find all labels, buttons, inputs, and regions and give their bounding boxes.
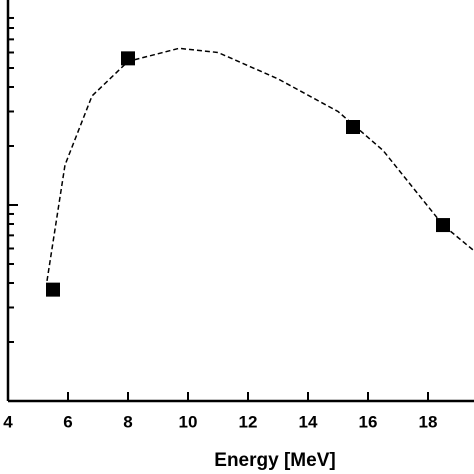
x-tick-label: 18 xyxy=(419,412,438,431)
data-point xyxy=(346,120,360,135)
x-tick-label: 8 xyxy=(123,412,132,431)
data-point xyxy=(46,282,60,297)
x-tick-label: 14 xyxy=(299,412,318,431)
x-tick-label: 6 xyxy=(63,412,72,431)
x-tick-label: 4 xyxy=(3,412,13,431)
data-point xyxy=(436,218,450,233)
x-axis-label: Energy [MeV] xyxy=(214,450,335,471)
x-tick-label: 10 xyxy=(179,412,198,431)
fit-line xyxy=(46,47,474,282)
data-point xyxy=(121,51,135,66)
x-tick-label: 16 xyxy=(359,412,378,431)
x-tick-label: 12 xyxy=(239,412,258,431)
